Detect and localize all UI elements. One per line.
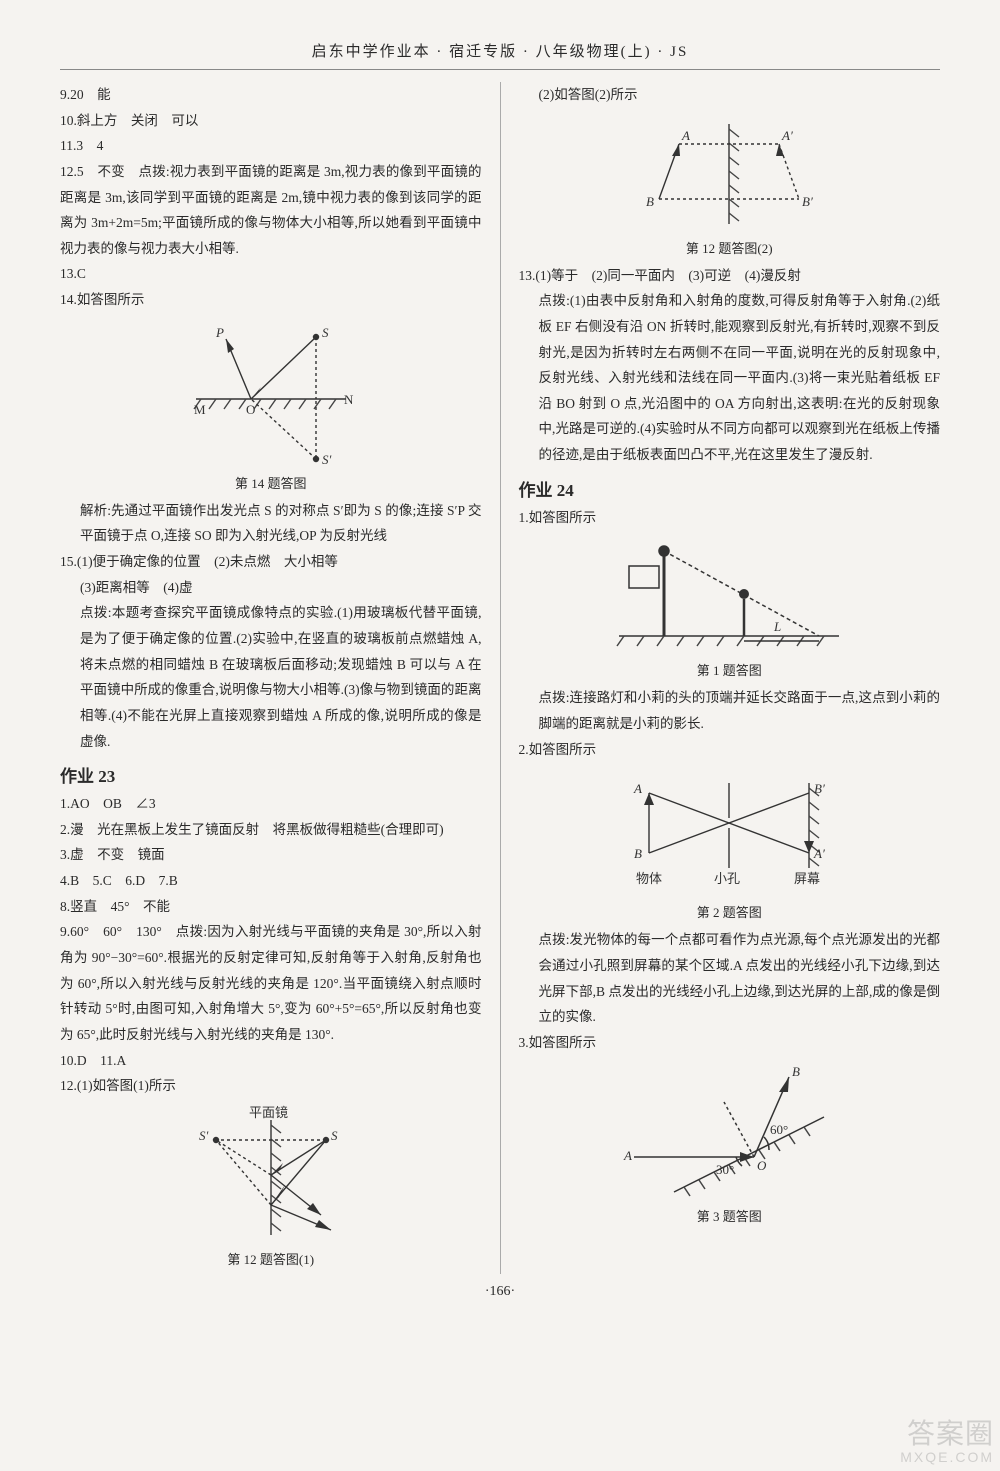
ans-13r: 13.(1)等于 (2)同一平面内 (3)可逆 (4)漫反射 xyxy=(519,263,941,289)
figure-14: S S′ P M O N 第 14 题答图 xyxy=(60,319,482,492)
figure-hw24-1-caption: 第 1 题答图 xyxy=(697,660,762,679)
watermark-sub: MXQE.COM xyxy=(900,1450,994,1465)
lbl2-Bp: B′ xyxy=(814,781,825,796)
hw23-title: 作业 23 xyxy=(60,762,482,787)
ans-15a: 15.(1)便于确定像的位置 (2)未点燃 大小相等 xyxy=(60,549,482,575)
ans-14: 14.如答图所示 xyxy=(60,287,482,313)
figure-12-1-caption: 第 12 题答图(1) xyxy=(227,1249,314,1268)
watermark: 答案圈 MXQE.COM xyxy=(900,1419,994,1465)
hw23-10: 10.D 11.A xyxy=(60,1048,482,1074)
columns: 9.20 能 10.斜上方 关闭 可以 11.3 4 12.5 不变 点拨:视力… xyxy=(60,82,940,1274)
ans-10: 10.斜上方 关闭 可以 xyxy=(60,108,482,134)
page: 启东中学作业本 · 宿迁专版 · 八年级物理(上) · JS 9.20 能 10… xyxy=(0,0,1000,1330)
hw23-1: 1.AO OB ∠3 xyxy=(60,791,482,817)
figure-12-1: S S′ 平面镜 第 12 题答图(1) xyxy=(60,1105,482,1268)
lbl2-screen: 屏幕 xyxy=(794,871,820,886)
figure-12-1-svg: S S′ 平面镜 xyxy=(171,1105,371,1245)
lbl-B: B xyxy=(646,194,654,209)
hw24-title: 作业 24 xyxy=(519,476,941,501)
watermark-main: 答案圈 xyxy=(907,1418,994,1449)
label-Sp: S′ xyxy=(199,1128,209,1143)
lbl2-obj: 物体 xyxy=(636,871,662,886)
figure-hw24-3-svg: A B O 60° 30° xyxy=(614,1062,844,1202)
lbl-Bp: B′ xyxy=(802,194,813,209)
figure-12-2: A A′ B B′ 第 12 题答图(2) xyxy=(519,114,941,257)
ans-15-explain: 点拨:本题考查探究平面镜成像特点的实验.(1)用玻璃板代替平面镜,是为了便于确定… xyxy=(60,600,482,754)
hw23-3: 3.虚 不变 镜面 xyxy=(60,842,482,868)
hw24-3: 3.如答图所示 xyxy=(519,1030,941,1056)
figure-hw24-2: A B B′ A′ 物体 小孔 屏幕 第 2 题答图 xyxy=(519,768,941,921)
page-footer: ·166· xyxy=(60,1284,940,1300)
ans-11: 11.3 4 xyxy=(60,133,482,159)
ans-9: 9.20 能 xyxy=(60,82,482,108)
hw24-2-explain: 点拨:发光物体的每一个点都可看作为点光源,每个点光源发出的光都会通过小孔照到屏幕… xyxy=(519,927,941,1030)
page-header: 启东中学作业本 · 宿迁专版 · 八年级物理(上) · JS xyxy=(60,40,940,70)
hw24-1-explain: 点拨:连接路灯和小莉的头的顶端并延长交路面于一点,这点到小莉的脚端的距离就是小莉… xyxy=(519,685,941,736)
svg-text:O: O xyxy=(246,402,255,417)
label-S: S xyxy=(331,1128,338,1143)
ans-13r-explain: 点拨:(1)由表中反射角和入射角的度数,可得反射角等于入射角.(2)纸板 EF … xyxy=(519,288,941,467)
figure-hw24-1-svg: L xyxy=(609,536,849,656)
figure-hw24-3: A B O 60° 30° 第 3 题答图 xyxy=(519,1062,941,1225)
figure-12-2-caption: 第 12 题答图(2) xyxy=(686,238,773,257)
figure-hw24-2-svg: A B B′ A′ 物体 小孔 屏幕 xyxy=(614,768,844,898)
hw24-1: 1.如答图所示 xyxy=(519,505,941,531)
ans-12: 12.5 不变 点拨:视力表到平面镜的距离是 3m,视力表的像到平面镜的距离是 … xyxy=(60,159,482,262)
hw23-9: 9.60° 60° 130° 点拨:因为入射光线与平面镜的夹角是 30°,所以入… xyxy=(60,919,482,1047)
lbl3-O: O xyxy=(757,1158,767,1173)
lbl3-A: A xyxy=(623,1148,632,1163)
lbl2-Ap: A′ xyxy=(813,846,825,861)
lbl2-B: B xyxy=(634,846,642,861)
svg-text:N: N xyxy=(344,392,354,407)
lbl3-B: B xyxy=(792,1064,800,1079)
lbl3-60: 60° xyxy=(770,1122,788,1137)
ans-15b: (3)距离相等 (4)虚 xyxy=(60,575,482,601)
figure-14-svg: S S′ P M O N xyxy=(176,319,366,469)
column-divider xyxy=(500,82,501,1274)
figure-hw24-2-caption: 第 2 题答图 xyxy=(697,902,762,921)
ans-14-explain: 解析:先通过平面镜作出发光点 S 的对称点 S′即为 S 的像;连接 S′P 交… xyxy=(60,498,482,549)
right-column: (2)如答图(2)所示 xyxy=(519,82,941,1274)
figure-hw24-1: L 第 1 题答图 xyxy=(519,536,941,679)
hw23-2: 2.漫 光在黑板上发生了镜面反射 将黑板做得粗糙些(合理即可) xyxy=(60,817,482,843)
ans-12b: (2)如答图(2)所示 xyxy=(519,82,941,108)
hw23-4: 4.B 5.C 6.D 7.B xyxy=(60,868,482,894)
ans-13: 13.C xyxy=(60,261,482,287)
figure-12-2-svg: A A′ B B′ xyxy=(624,114,834,234)
svg-text:P: P xyxy=(215,325,224,340)
hw23-12a: 12.(1)如答图(1)所示 xyxy=(60,1073,482,1099)
lbl-Ap: A′ xyxy=(781,128,793,143)
figure-14-caption: 第 14 题答图 xyxy=(235,473,307,492)
lbl-A: A xyxy=(681,128,690,143)
lbl2-A: A xyxy=(633,781,642,796)
label-mirror: 平面镜 xyxy=(249,1105,288,1120)
figure-hw24-3-caption: 第 3 题答图 xyxy=(697,1206,762,1225)
svg-text:S′: S′ xyxy=(322,452,332,467)
lbl3-30: 30° xyxy=(716,1162,734,1177)
svg-text:M: M xyxy=(194,402,206,417)
lbl2-hole: 小孔 xyxy=(714,871,740,886)
left-column: 9.20 能 10.斜上方 关闭 可以 11.3 4 12.5 不变 点拨:视力… xyxy=(60,82,482,1274)
hw23-8: 8.竖直 45° 不能 xyxy=(60,894,482,920)
hw24-2: 2.如答图所示 xyxy=(519,737,941,763)
lbl-L: L xyxy=(773,619,781,634)
svg-text:S: S xyxy=(322,325,329,340)
